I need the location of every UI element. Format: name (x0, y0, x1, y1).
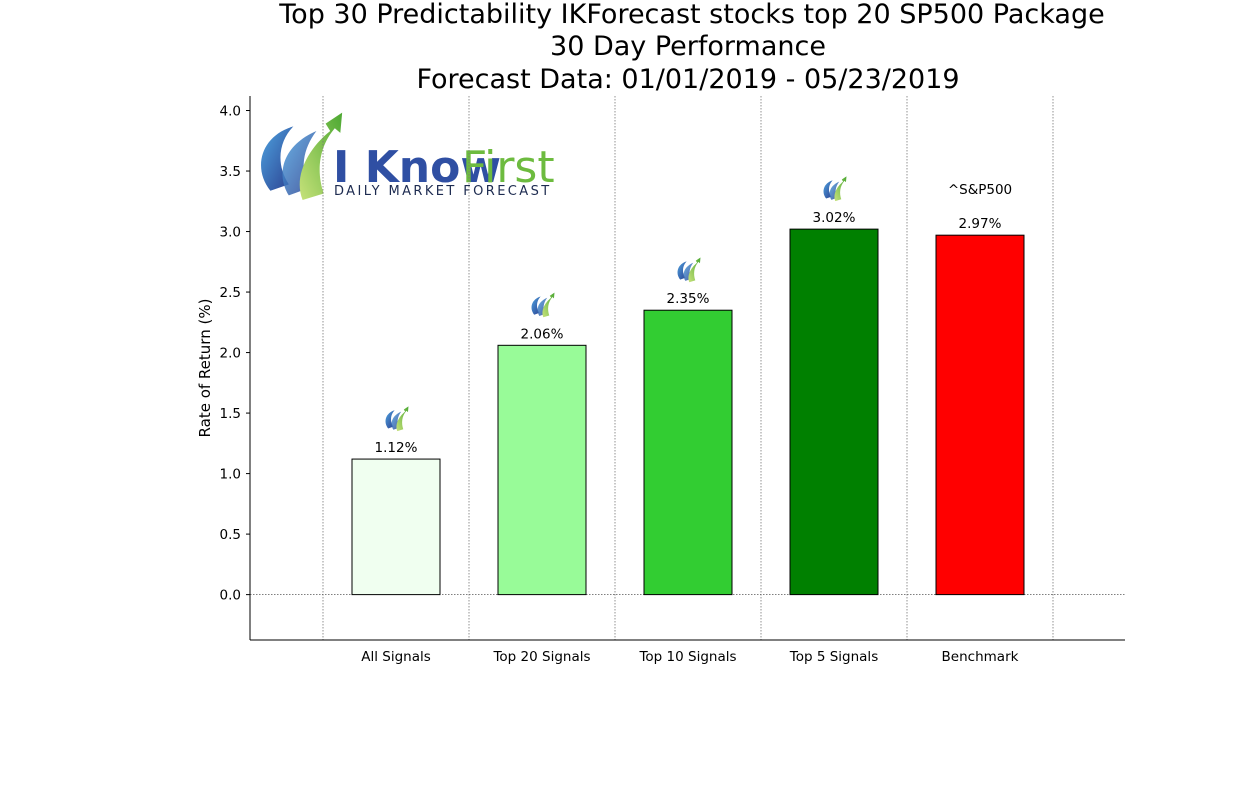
bar-value-label: 2.35% (667, 291, 710, 307)
x-tick-label: Top 5 Signals (789, 649, 878, 665)
y-tick-label: 3.5 (220, 164, 241, 180)
labels: 1.12% 2.06% 2.35% 3.02% 2.97% ^S&P500 (375, 176, 1012, 456)
logo-word-b: First (462, 142, 555, 193)
bar-value-label: 3.02% (813, 210, 856, 226)
x-tick-label: All Signals (361, 649, 431, 665)
title-line-1: Top 30 Predictability IKForecast stocks … (278, 0, 1104, 30)
y-tick-label: 3.0 (220, 225, 241, 241)
bar-value-label: 2.97% (959, 216, 1002, 232)
ikf-logo-icon (261, 112, 343, 200)
logo-word-a: I Know (333, 142, 501, 193)
bar-benchmark (935, 234, 1025, 596)
logo-tagline: DAILY MARKET FORECAST (334, 184, 552, 199)
logo: I Know First DAILY MARKET FORECAST (261, 112, 555, 200)
bars (351, 228, 1025, 596)
y-tick-label: 2.5 (220, 285, 241, 301)
y-tick-label: 1.5 (220, 406, 241, 422)
bar-value-label: 2.06% (521, 326, 564, 342)
bar-value-label: 1.12% (375, 440, 418, 456)
ikf-logo-icon (823, 176, 847, 202)
x-tick-label: Benchmark (942, 649, 1019, 665)
benchmark-label: ^S&P500 (948, 182, 1012, 198)
y-tick-label: 2.0 (220, 346, 241, 362)
chart-title: Top 30 Predictability IKForecast stocks … (278, 0, 1104, 95)
x-tick-label: Top 20 Signals (492, 649, 590, 665)
bar-top-5-signals (789, 228, 879, 596)
ikf-logo-icon (531, 292, 555, 318)
ikf-logo-icon (677, 257, 701, 283)
bar-top-20-signals (497, 344, 587, 596)
y-tick-label: 1.0 (220, 467, 241, 483)
y-tick-label: 0.0 (220, 588, 241, 604)
y-tick-label: 4.0 (220, 104, 241, 120)
title-line-2: 30 Day Performance (550, 31, 826, 62)
bar-top-10-signals (643, 309, 733, 596)
title-line-3: Forecast Data: 01/01/2019 - 05/23/2019 (416, 64, 959, 95)
y-axis-label: Rate of Return (%) (196, 299, 214, 438)
x-tick-label: Top 10 Signals (638, 649, 736, 665)
axes: 0.0 0.5 1.0 1.5 2.0 2.5 3.0 3.5 4.0 All Signals To… (220, 96, 1125, 665)
y-tick-label: 0.5 (220, 527, 241, 543)
bar-all-signals (351, 458, 441, 596)
ikf-logo-icon (385, 406, 409, 432)
